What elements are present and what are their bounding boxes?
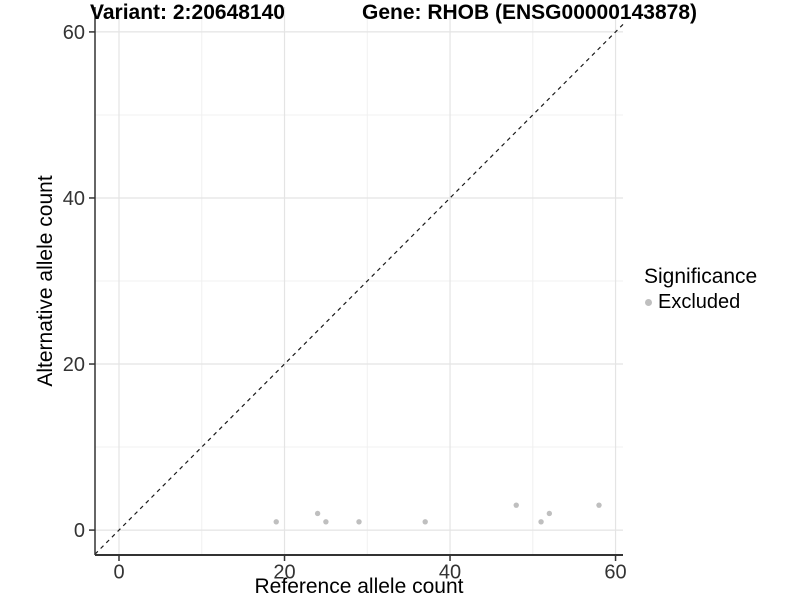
legend-item-label: Excluded — [658, 291, 741, 313]
data-point — [513, 502, 519, 508]
legend-point-icon — [645, 298, 652, 306]
y-tick-label: 0 — [74, 520, 85, 542]
y-axis-title: Alternative allele count — [34, 175, 57, 386]
data-point — [273, 519, 279, 525]
data-point — [422, 519, 428, 525]
legend-title: Significance — [644, 265, 758, 288]
y-tick-label: 60 — [63, 22, 85, 44]
y-tick-label: 20 — [63, 354, 85, 376]
x-tick-label: 20 — [273, 562, 295, 584]
gene-title: Gene: RHOB (ENSG00000143878) — [362, 1, 697, 24]
data-point — [323, 519, 329, 525]
x-axis-title: Reference allele count — [255, 575, 464, 598]
data-point — [546, 510, 553, 517]
x-tick-label: 60 — [604, 562, 626, 584]
data-point — [596, 502, 602, 508]
x-tick-label: 0 — [113, 562, 124, 584]
data-point — [356, 519, 362, 525]
variant-title: Variant: 2:20648140 — [90, 1, 285, 24]
data-point — [538, 519, 544, 525]
x-tick-label: 40 — [439, 562, 461, 584]
identity-line — [94, 24, 624, 555]
legend-item-excluded: Excluded — [644, 291, 794, 313]
legend: Significance Excluded — [644, 265, 794, 313]
data-point — [314, 510, 321, 517]
y-tick-label: 40 — [63, 188, 85, 210]
